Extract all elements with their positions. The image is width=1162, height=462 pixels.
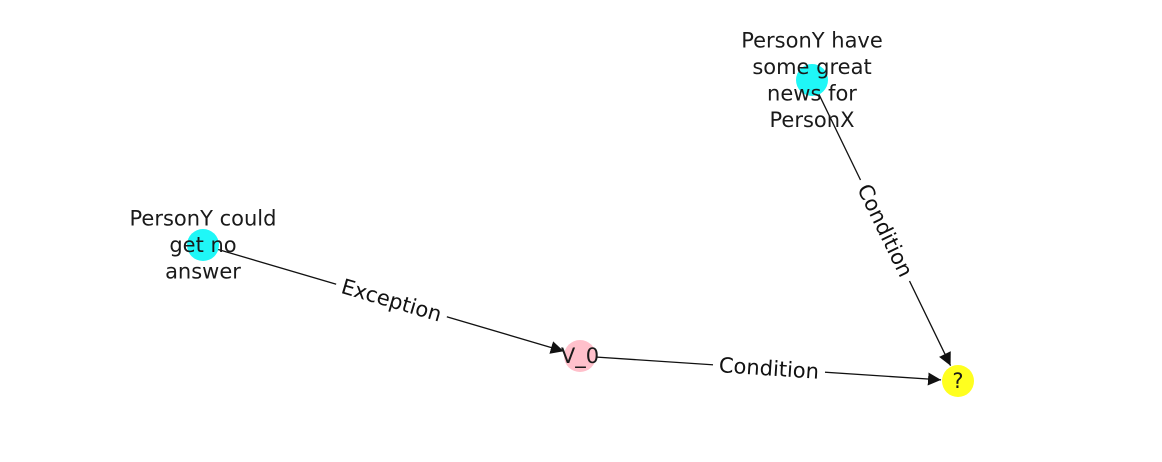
node-label-n_v0: V_0 (561, 344, 599, 369)
node-label-line: news for (767, 81, 857, 105)
edge-label-background (332, 270, 451, 331)
node-label-line: PersonY could (130, 207, 277, 231)
edge-label-group-e_condition_v0: Condition (712, 350, 826, 387)
node-label-line: answer (165, 260, 241, 284)
edge-label-e_condition_news: Condition (852, 180, 917, 281)
node-n_question (942, 365, 974, 397)
edge-label-background (847, 173, 923, 288)
edge-label-group-e_condition_news: Condition (847, 173, 923, 288)
node-n_great_news (796, 64, 828, 96)
edge-label-background (712, 350, 826, 387)
edge-label-e_exception: Exception (339, 274, 445, 326)
node-label-line: get no (169, 233, 236, 257)
node-label-line: V_0 (561, 344, 599, 369)
node-label-line: ? (952, 369, 963, 393)
nodes-layer (187, 64, 974, 397)
node-label-line: PersonY have (741, 28, 883, 52)
node-n_no_answer (187, 229, 219, 261)
node-label-line: some great (752, 55, 871, 79)
node-label-n_no_answer: PersonY could get no answer (130, 207, 277, 284)
edge-label-group-e_exception: Exception (332, 270, 451, 331)
node-label-n_question: ? (952, 369, 963, 393)
node-n_v0 (564, 340, 596, 372)
edge-labels-layer: Exception Condition Condition (332, 173, 923, 387)
node-label-line: PersonX (770, 108, 855, 132)
node-label-n_great_news: PersonY have some great news for PersonX (741, 28, 883, 132)
node-labels-layer: PersonY have some great news for PersonXPer… (130, 28, 964, 393)
